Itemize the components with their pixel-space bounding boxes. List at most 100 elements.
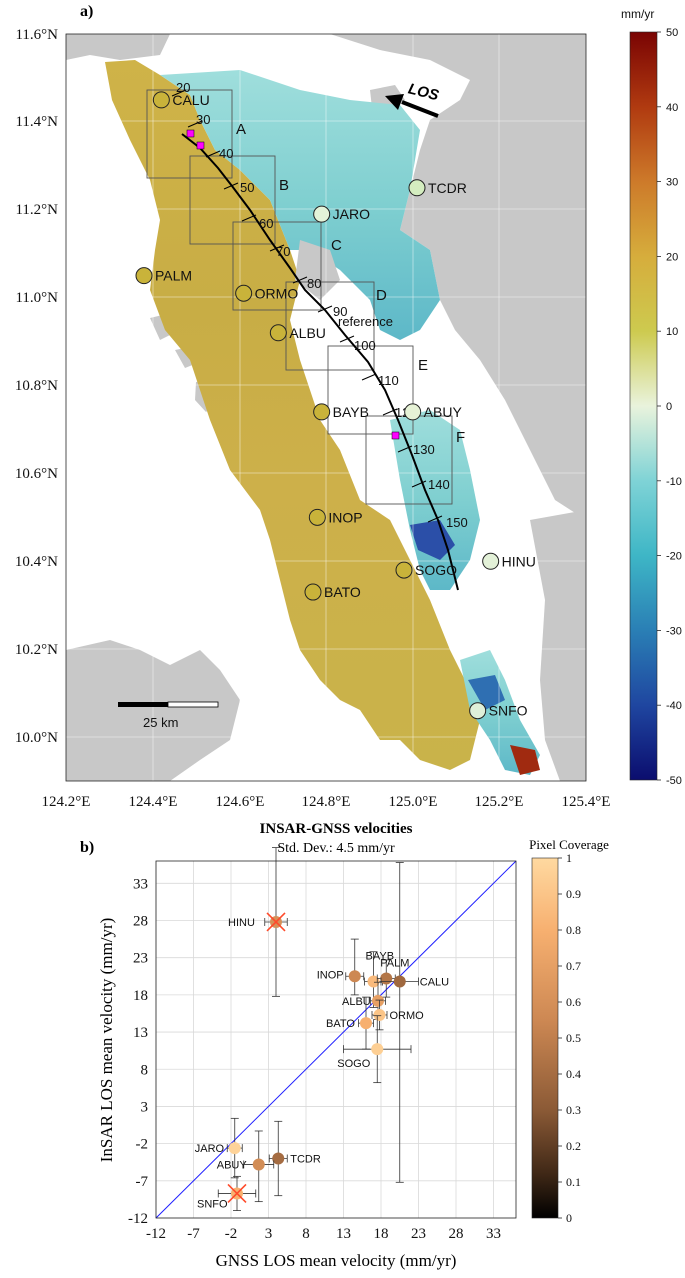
coverage-colorbar-label: 0.5 — [566, 1031, 581, 1045]
grey-patch — [295, 240, 340, 300]
lat-tick-label: 11.6°N — [15, 27, 58, 43]
velocity-colorbar-label: -20 — [666, 551, 682, 563]
scale-bar: 25 km — [118, 701, 219, 730]
samar-island — [330, 34, 586, 520]
scatter-ytick-label: 33 — [133, 876, 148, 892]
fault-markers — [186, 129, 400, 440]
station-marker — [304, 583, 322, 601]
lon-tick-label: 124.6°E — [216, 794, 265, 810]
velocity-colorbar-unit: mm/yr — [621, 7, 654, 21]
profile-box-label: F — [456, 429, 465, 446]
station-marker — [408, 179, 426, 197]
dinagat-area — [530, 510, 586, 781]
scatter-point-label: SNFO — [197, 1198, 228, 1210]
station-marker — [313, 403, 331, 421]
panaon-south-tip — [510, 745, 540, 775]
scale-bar-label: 25 km — [143, 715, 178, 730]
fault-km-label: 50 — [240, 180, 254, 195]
scatter-xtick-label: 23 — [411, 1226, 426, 1242]
reference-label: reference — [338, 314, 393, 329]
scatter-xtick-label: 13 — [336, 1226, 351, 1242]
station-marker — [404, 403, 422, 421]
profile-box-label: A — [236, 121, 246, 138]
fault-km-labels: 2030405060708090100110120130140150 — [176, 80, 468, 530]
station-label: CALU — [172, 92, 209, 108]
scatter-ytick-label: -7 — [136, 1174, 149, 1190]
scatter-point-label: ABUY — [217, 1159, 248, 1171]
station-label: ABUY — [424, 404, 463, 420]
scatter-point — [380, 972, 393, 985]
profile-box-label: C — [331, 237, 342, 254]
velocity-colorbar-label: 40 — [666, 102, 678, 114]
scatter-xtick-label: 3 — [265, 1226, 273, 1242]
scatter-point — [228, 1142, 241, 1155]
station-marker — [482, 552, 500, 570]
scatter-point-label: BAYB — [366, 950, 395, 962]
coverage-colorbar-label: 0.9 — [566, 887, 581, 901]
fault-km-label: 130 — [413, 442, 435, 457]
scatter-ytick-label: 3 — [141, 1099, 149, 1115]
station-label: ORMO — [255, 285, 299, 301]
lat-tick-label: 11.0°N — [15, 290, 58, 306]
scatter-point-label: INOP — [317, 969, 344, 981]
scatter-xtick-label: 18 — [374, 1226, 389, 1242]
scatter-point-label: SOGO — [337, 1058, 370, 1070]
coverage-colorbar-label: 0.3 — [566, 1103, 581, 1117]
lat-tick-label: 10.0°N — [15, 730, 58, 746]
velocity-colorbar-label: -40 — [666, 700, 682, 712]
station-marker — [152, 91, 170, 109]
station-marker — [313, 205, 331, 223]
scatter-point — [372, 994, 384, 1007]
fault-km-label: 140 — [428, 477, 450, 492]
longitude-ticks: 124.2°E 124.4°E 124.6°E 124.8°E 125.0°E 125.2… — [42, 794, 611, 810]
velocity-colorbar-label: 20 — [666, 251, 678, 263]
velocity-colorbar-label: -50 — [666, 775, 682, 787]
velocity-colorbar-label: 30 — [666, 177, 678, 189]
velocity-colorbar-label: -30 — [666, 625, 682, 637]
fault-km-label: 70 — [276, 244, 290, 259]
scatter-ytick-label: -2 — [136, 1137, 149, 1153]
lon-tick-label: 125.2°E — [475, 794, 524, 810]
scatter-point-label: ALBU — [342, 996, 371, 1008]
scatter-point-label: HINU — [228, 917, 255, 929]
velocity-colorbar-label: 50 — [666, 27, 678, 39]
dark-blue-patch — [410, 520, 455, 560]
scatter-point-group: SNFO — [197, 1175, 257, 1211]
scatter-point — [360, 1017, 372, 1030]
excluded-marker — [266, 912, 286, 932]
scatter-xlabel: GNSS LOS mean velocity (mm/yr) — [216, 1251, 457, 1270]
lat-tick-label: 10.4°N — [15, 554, 58, 570]
scatter-point-group: ABUY — [217, 1130, 275, 1203]
coverage-colorbar-label: 0.6 — [566, 995, 581, 1009]
scatter-point-group: JARO — [195, 1117, 243, 1179]
scatter-xtick-label: -2 — [225, 1226, 238, 1242]
coverage-colorbar-label: 0.7 — [566, 959, 581, 973]
scatter-ytick-label: 8 — [141, 1062, 149, 1078]
scatter-points: HINU BAYB INOP PALM CALU ALBU ORMO BATO SOGO JARO… — [195, 847, 449, 1211]
coverage-colorbar: Pixel Coverage 1 0.9 0.8 0.7 0.6 0.5 0.4 0.3 0.2… — [529, 837, 609, 1225]
los-arrow: LOS — [385, 80, 440, 118]
station-label: BATO — [324, 584, 361, 600]
station-marker — [269, 324, 287, 342]
lon-tick-label: 124.2°E — [42, 794, 91, 810]
fault-km-label: 100 — [354, 338, 376, 353]
lon-tick-label: 125.4°E — [562, 794, 611, 810]
fault-km-label: 30 — [196, 112, 210, 127]
station-label: INOP — [328, 509, 362, 525]
coverage-colorbar-label: 0 — [566, 1211, 572, 1225]
profile-box-label: D — [376, 287, 387, 304]
fault-km-label: 110 — [378, 373, 399, 388]
station-marker — [308, 508, 326, 526]
scatter-point — [272, 1152, 285, 1165]
scatter-xtick-label: -12 — [146, 1226, 166, 1242]
station-label: SOGO — [415, 562, 457, 578]
scatter-xtick-label: 28 — [449, 1226, 464, 1242]
scatter-point-group: BAYB — [364, 950, 395, 1008]
scatter-point-group: ALBU — [342, 981, 386, 1020]
scatter-point — [252, 1158, 265, 1171]
velocity-colorbar-label: 10 — [666, 326, 678, 338]
scatter-ytick-label: 18 — [133, 988, 148, 1004]
velocity-colorbar-label: -10 — [666, 476, 682, 488]
lat-tick-label: 10.8°N — [15, 378, 58, 394]
leyte-insar-east — [160, 70, 440, 340]
